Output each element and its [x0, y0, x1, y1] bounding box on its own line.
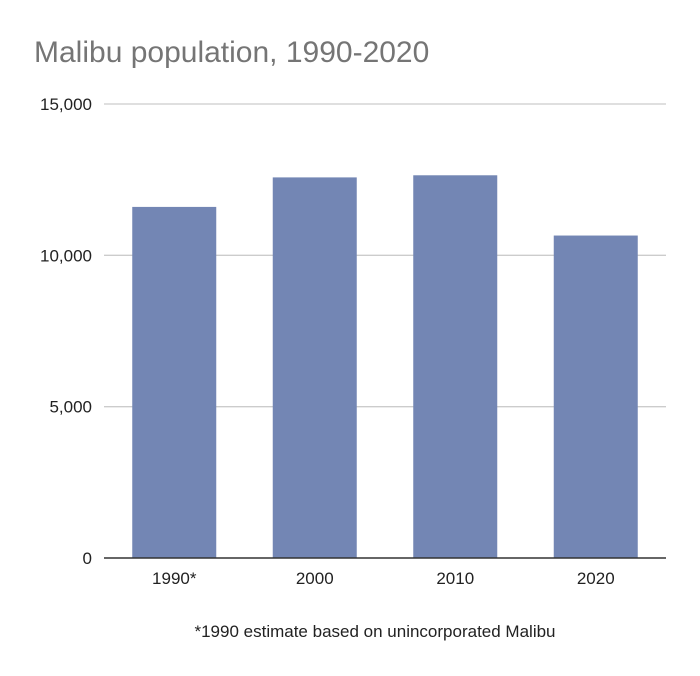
x-tick-label: 1990*: [152, 569, 197, 588]
y-tick-label: 10,000: [40, 246, 92, 265]
y-tick-label: 15,000: [40, 95, 92, 114]
x-tick-label: 2020: [577, 569, 615, 588]
x-tick-labels: 1990* 2000 2010 2020: [152, 569, 615, 588]
x-tick-label: 2000: [296, 569, 334, 588]
bar-2020: [553, 235, 638, 558]
x-tick-label: 2010: [436, 569, 474, 588]
chart-footnote: *1990 estimate based on unincorporated M…: [194, 622, 556, 641]
bars: [132, 175, 638, 558]
bar-2010: [413, 175, 498, 558]
y-tick-label: 5,000: [49, 398, 92, 417]
y-tick-labels: 0 5,000 10,000 15,000: [40, 95, 92, 568]
bar-2000: [272, 177, 357, 558]
chart-title: Malibu population, 1990-2020: [34, 36, 430, 69]
y-tick-label: 0: [83, 549, 92, 568]
bar-1990: [132, 206, 217, 558]
